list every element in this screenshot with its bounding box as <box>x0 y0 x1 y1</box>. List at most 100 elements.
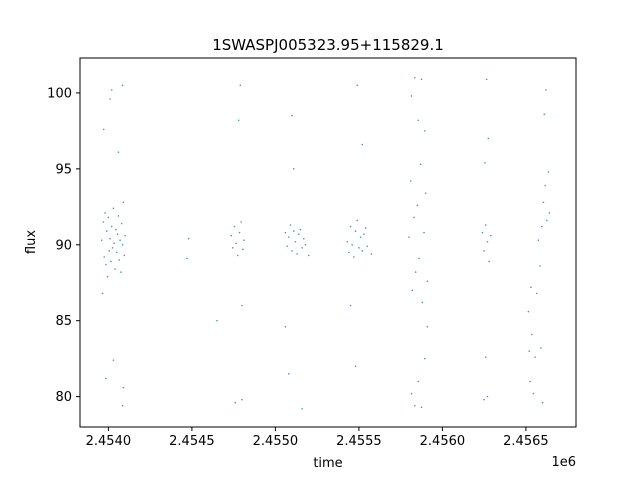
data-point <box>358 247 360 249</box>
data-point <box>548 212 551 214</box>
data-point <box>408 236 410 238</box>
data-point <box>413 216 415 219</box>
data-point <box>349 225 352 228</box>
data-point <box>121 404 124 407</box>
data-point <box>242 248 244 251</box>
data-point <box>416 204 419 207</box>
y-axis-label: flux <box>24 230 39 254</box>
data-point <box>348 251 350 254</box>
data-point <box>361 143 364 146</box>
data-point <box>542 201 545 204</box>
data-point <box>540 347 542 349</box>
x-tick-label: 2.4560 <box>420 434 466 449</box>
data-point <box>545 89 547 91</box>
data-point <box>301 247 303 249</box>
data-point <box>483 250 485 252</box>
data-point <box>535 292 538 295</box>
data-point <box>353 256 355 258</box>
data-point <box>361 250 364 252</box>
data-point <box>296 253 298 255</box>
data-point <box>485 78 488 81</box>
data-point <box>284 231 287 234</box>
x-axis-ticks: 2.4540 2.4545 2.4550 2.4555 2.4560 2.4565 <box>86 427 549 449</box>
data-point <box>112 359 115 361</box>
data-point <box>414 271 417 273</box>
data-point <box>299 228 302 231</box>
data-point <box>485 356 487 358</box>
chart-title: 1SWASPJ005323.95+115829.1 <box>212 36 444 54</box>
data-point <box>490 234 492 237</box>
data-point <box>113 242 116 245</box>
data-point <box>487 137 490 140</box>
data-point <box>418 257 420 260</box>
data-point <box>243 239 245 242</box>
data-point <box>120 222 123 225</box>
data-point <box>233 225 236 228</box>
data-point <box>486 240 489 243</box>
data-point <box>106 275 109 278</box>
data-point <box>541 401 544 404</box>
data-point <box>216 319 218 322</box>
data-point <box>235 242 237 245</box>
data-point <box>354 365 357 368</box>
data-points <box>100 76 551 410</box>
data-point <box>237 254 239 257</box>
data-point <box>484 161 486 164</box>
data-point <box>291 250 293 252</box>
data-point <box>486 395 489 398</box>
data-point <box>103 256 106 258</box>
data-point <box>105 377 107 380</box>
data-point <box>419 163 422 166</box>
data-point <box>370 253 373 255</box>
data-point <box>294 240 297 243</box>
data-point <box>123 254 126 257</box>
data-point <box>108 250 111 252</box>
data-point <box>530 286 532 289</box>
data-point <box>529 380 531 383</box>
data-point <box>287 236 290 238</box>
data-point <box>289 224 292 226</box>
data-point <box>241 304 243 307</box>
data-point <box>110 89 113 91</box>
data-point <box>359 236 362 238</box>
data-point <box>122 386 125 389</box>
data-point <box>485 224 487 226</box>
data-point <box>117 151 120 153</box>
data-point <box>424 192 427 194</box>
data-point <box>420 406 423 409</box>
data-point <box>284 325 287 328</box>
data-point <box>417 119 419 122</box>
data-point <box>304 243 307 246</box>
data-point <box>483 398 485 401</box>
data-point <box>426 325 429 328</box>
data-point <box>291 114 293 117</box>
data-point <box>351 243 354 246</box>
data-point <box>534 356 536 358</box>
data-point <box>116 233 119 235</box>
y-tick-label: 80 <box>55 390 72 405</box>
data-point <box>356 84 359 87</box>
y-tick-label: 95 <box>55 162 72 177</box>
data-point <box>121 243 124 246</box>
data-point <box>124 234 126 237</box>
data-point <box>356 219 359 222</box>
data-point <box>237 119 240 122</box>
data-point <box>118 259 121 261</box>
x-tick-label: 2.4555 <box>336 434 382 449</box>
data-point <box>115 228 117 231</box>
data-point <box>110 225 113 228</box>
data-point <box>234 401 237 404</box>
data-point <box>488 260 490 263</box>
data-point <box>121 84 124 87</box>
data-point <box>354 230 357 232</box>
data-point <box>414 404 416 407</box>
data-point <box>409 180 412 182</box>
data-point <box>363 233 365 235</box>
data-point <box>528 350 531 352</box>
data-point <box>417 380 419 383</box>
data-point <box>238 231 241 234</box>
data-point <box>241 398 243 401</box>
data-point <box>239 84 242 87</box>
data-point <box>117 215 120 217</box>
